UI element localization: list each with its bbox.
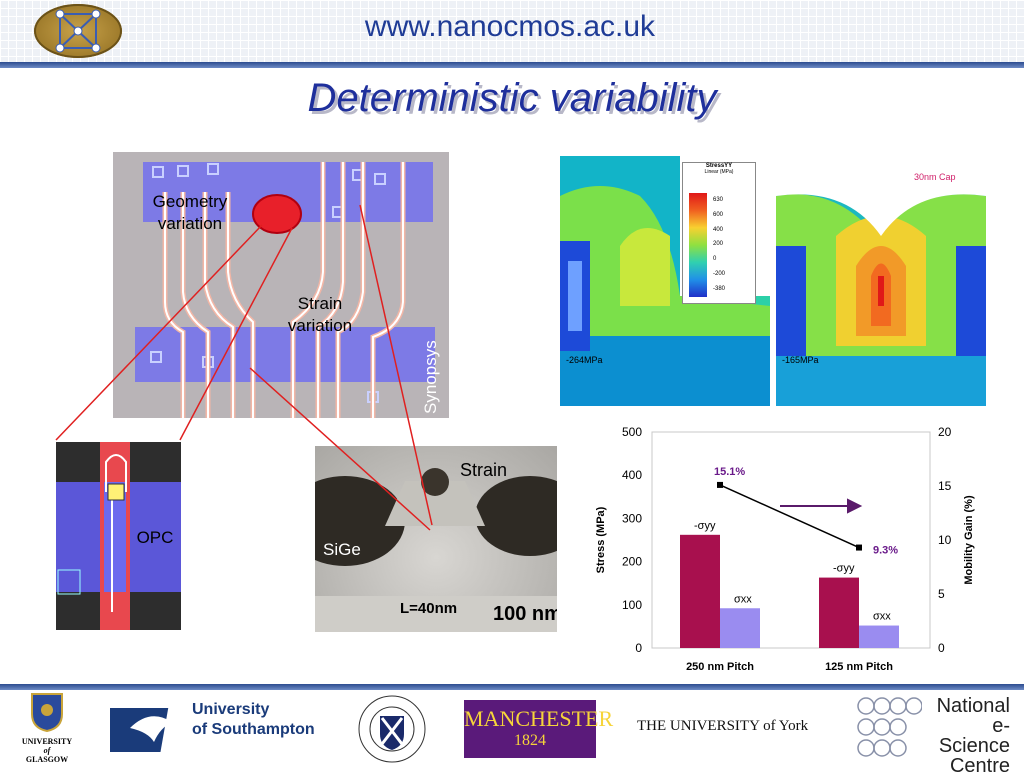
dolphin-icon — [110, 708, 172, 752]
y2-tick-label: 5 — [938, 587, 945, 601]
y-axis-label: Stress (MPa) — [595, 506, 607, 573]
site-url-link[interactable]: www.nanocmos.ac.uk — [364, 10, 656, 43]
bar-annotation: σxx — [734, 593, 752, 605]
bar-sigma-xx — [720, 608, 760, 648]
y2-tick-label: 15 — [938, 479, 952, 493]
strain-variation-label: Strain variation — [287, 294, 353, 335]
edinburgh-logo — [350, 694, 434, 764]
mobility-point — [717, 481, 723, 488]
y2-tick-label: 0 — [938, 641, 945, 655]
y-tick-label: 400 — [622, 468, 642, 482]
y2-tick-label: 10 — [938, 533, 952, 547]
tem-strain-label: Strain — [460, 460, 508, 480]
tem-length-label: L=40nm — [400, 600, 458, 617]
sim-left-value: -264MPa — [566, 355, 603, 365]
geometry-variation-label: Geometry variation — [152, 192, 228, 233]
bar-sigma-xx — [859, 625, 899, 648]
tem-sige-label: SiGe — [323, 540, 361, 559]
y-tick-label: 0 — [635, 641, 642, 655]
trend-arrow — [780, 498, 863, 514]
geometry-highlight-ellipse — [252, 194, 302, 234]
y-tick-label: 200 — [622, 555, 642, 569]
bar-sigma-yy — [819, 577, 859, 648]
southampton-logo: University of Southampton — [110, 698, 325, 760]
mobility-label: 15.1% — [714, 466, 745, 478]
glasgow-crest-icon — [31, 693, 63, 733]
sim-right-value: -165MPa — [782, 355, 819, 365]
mobility-label: 9.3% — [873, 545, 898, 557]
nesc-logo: National e-Science Centre — [856, 696, 1016, 776]
glasgow-logo: UNIVERSITY of GLASGOW — [14, 692, 80, 764]
opc-label: OPC — [136, 528, 174, 547]
sim-right-cap: 30nm Cap — [914, 172, 956, 182]
manchester-logo: MANCHESTER 1824 — [464, 700, 613, 758]
tem-image — [315, 446, 557, 632]
y-tick-label: 100 — [622, 598, 642, 612]
tem-scale-bar-label: 100 nm — [493, 603, 557, 625]
header-bar — [0, 0, 1024, 62]
x-category-label: 250 nm Pitch — [686, 661, 754, 673]
network-logo-icon — [34, 4, 122, 58]
nesc-circles-icon — [857, 697, 922, 757]
york-logo: THE UNIVERSITY of York — [637, 718, 809, 734]
stress-mobility-chart: 0 100 200 300 400 500 0 5 10 15 20 -σyy σxx -σyy σxx… — [595, 425, 975, 673]
bar-sigma-yy — [680, 534, 720, 648]
stress-legend: StressYY Linear (MPa) 630 600 400 200 0 -200… — [682, 162, 756, 304]
y2-axis-label: Mobility Gain (%) — [963, 495, 975, 585]
bar-annotation: σxx — [873, 611, 891, 623]
bar-annotation: -σyy — [833, 563, 855, 575]
opc-image — [56, 442, 181, 630]
layout-image — [113, 152, 449, 418]
x-category-label: 125 nm Pitch — [825, 661, 893, 673]
y2-tick-label: 20 — [938, 425, 952, 439]
partner-logos: UNIVERSITY of GLASGOW University of Southam… — [0, 690, 1024, 776]
mobility-line — [719, 484, 860, 549]
bar-annotation: -σyy — [694, 520, 716, 532]
header-divider — [0, 62, 1024, 68]
y-tick-label: 500 — [622, 425, 642, 439]
slide-title: Deterministic variability — [307, 76, 717, 120]
mobility-point — [856, 544, 862, 551]
stress-sim-right — [776, 156, 986, 406]
y-tick-label: 300 — [622, 511, 642, 525]
footer-divider — [0, 684, 1024, 690]
edinburgh-seal-icon — [358, 695, 426, 763]
